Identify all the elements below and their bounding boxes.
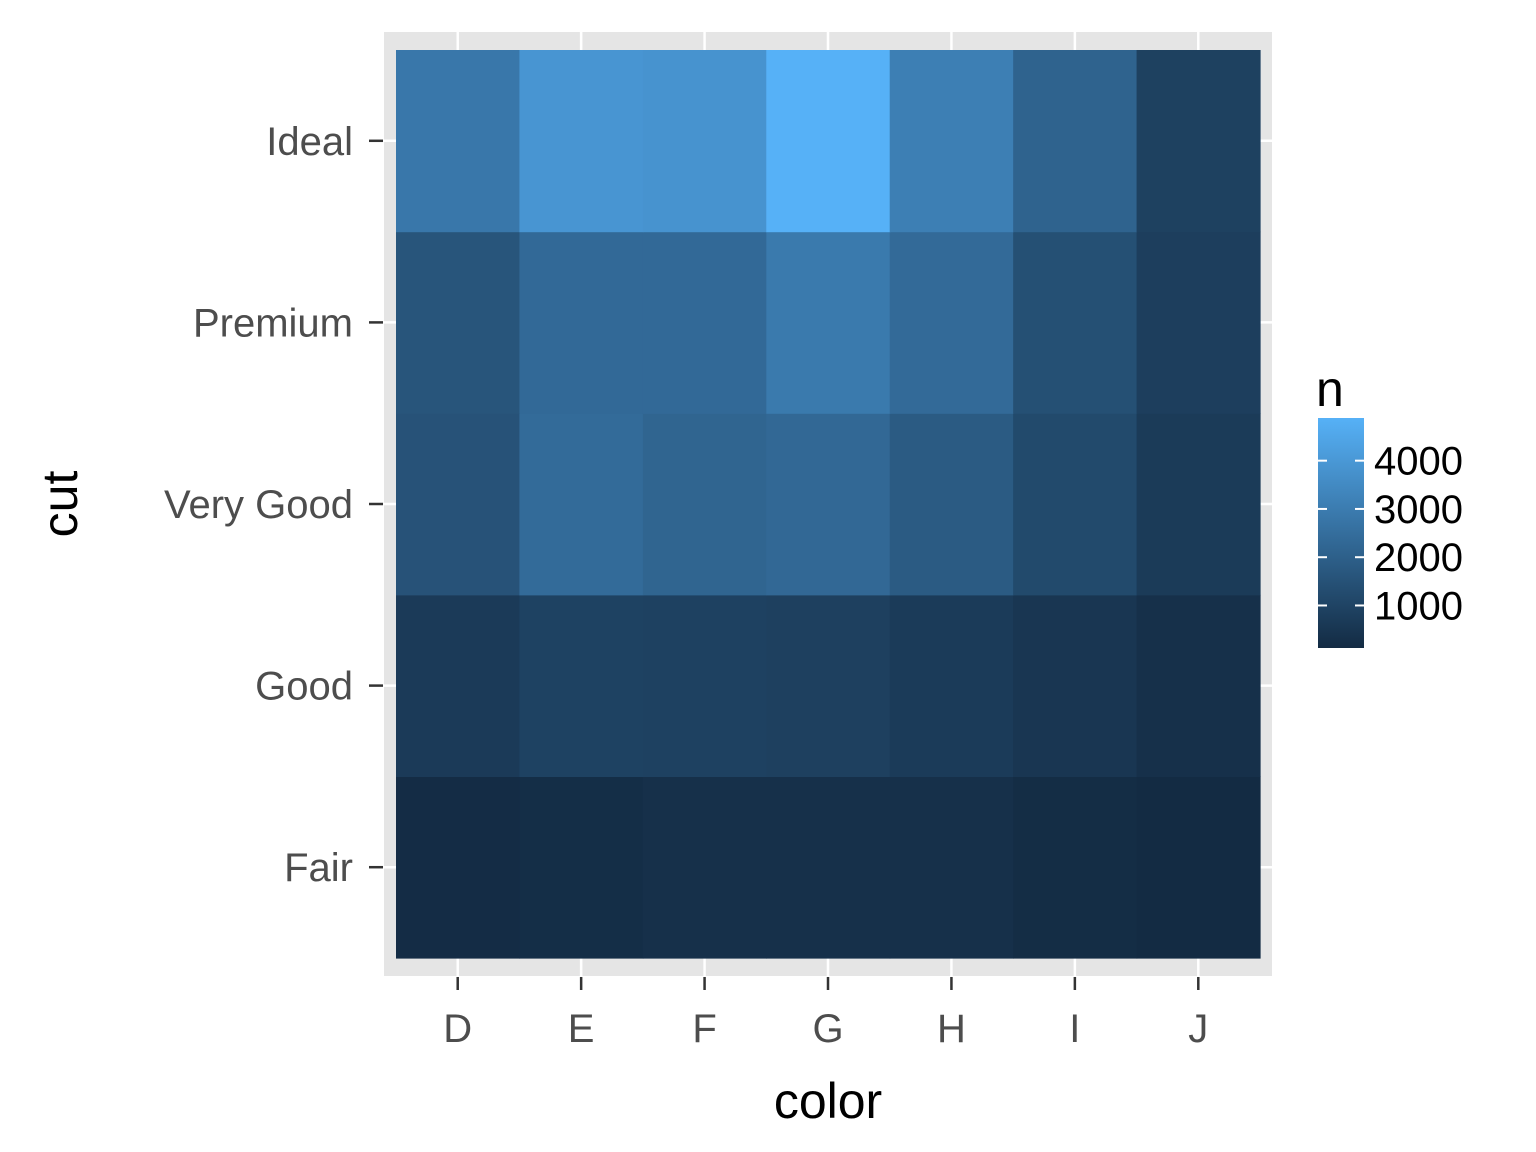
y-tick-label: Fair: [284, 846, 353, 890]
heatmap-tile: [1136, 776, 1261, 959]
heatmap-tile: [519, 413, 644, 596]
heatmap-tile: [889, 231, 1014, 414]
heatmap-tile: [396, 776, 521, 959]
legend-colorbar: [1318, 418, 1364, 648]
heatmap-tile: [766, 594, 891, 777]
heatmap-tile: [396, 50, 521, 233]
x-tick-label: E: [568, 1007, 595, 1051]
x-axis-title: color: [774, 1073, 882, 1129]
heatmap-tile: [889, 413, 1014, 596]
heatmap-tile: [519, 231, 644, 414]
heatmap-tile: [1136, 413, 1261, 596]
heatmap-tiles: [396, 50, 1261, 959]
y-tick-label: Ideal: [266, 120, 353, 164]
x-axis: D E F G H I J: [443, 977, 1208, 1051]
y-tick-label: Good: [255, 665, 353, 709]
legend-tick-label: 3000: [1374, 488, 1463, 532]
x-tick-label: D: [443, 1007, 472, 1051]
heatmap-tile: [1013, 50, 1138, 233]
y-axis-title: cut: [32, 471, 88, 538]
heatmap-tile: [766, 231, 891, 414]
heatmap-tile: [396, 413, 521, 596]
x-tick-label: H: [937, 1007, 966, 1051]
heatmap-tile: [1136, 231, 1261, 414]
heatmap-tile: [642, 413, 767, 596]
y-axis: Fair Good Very Good Premium Ideal: [164, 120, 383, 890]
x-tick-label: G: [812, 1007, 843, 1051]
y-tick-label: Very Good: [164, 483, 353, 527]
heatmap-tile: [1013, 776, 1138, 959]
heatmap-tile: [519, 776, 644, 959]
heatmap-tile: [766, 413, 891, 596]
heatmap-tile: [1013, 231, 1138, 414]
heatmap-tile: [889, 776, 1014, 959]
heatmap-tile: [642, 594, 767, 777]
heatmap-tile: [1013, 594, 1138, 777]
heatmap-tile: [766, 776, 891, 959]
legend-title: n: [1316, 361, 1344, 417]
heatmap-tile: [1136, 594, 1261, 777]
heatmap-tile: [519, 594, 644, 777]
y-tick-label: Premium: [193, 301, 353, 345]
x-tick-label: F: [692, 1007, 716, 1051]
heatmap-tile: [1136, 50, 1261, 233]
heatmap-tile: [642, 231, 767, 414]
heatmap-tile: [766, 50, 891, 233]
legend-tick-label: 4000: [1374, 440, 1463, 484]
heatmap-tile: [396, 594, 521, 777]
heatmap-tile: [889, 594, 1014, 777]
x-tick-label: J: [1188, 1007, 1208, 1051]
heatmap-tile: [519, 50, 644, 233]
heatmap-tile: [1013, 413, 1138, 596]
heatmap-tile: [642, 776, 767, 959]
heatmap-tile: [889, 50, 1014, 233]
legend-tick-label: 1000: [1374, 584, 1463, 628]
legend-tick-label: 2000: [1374, 536, 1463, 580]
heatmap-tile: [642, 50, 767, 233]
heatmap-tile: [396, 231, 521, 414]
x-tick-label: I: [1069, 1007, 1080, 1051]
